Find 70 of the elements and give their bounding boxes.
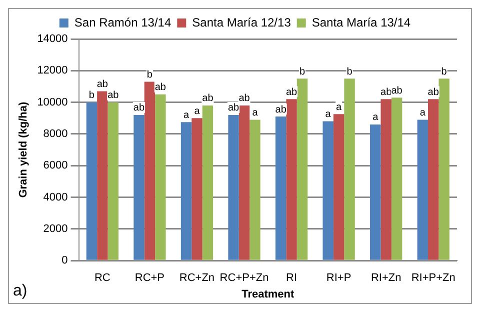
y-tick-label: 2000 bbox=[43, 222, 68, 235]
data-label: b bbox=[88, 90, 95, 102]
bar bbox=[344, 78, 355, 260]
data-label: a bbox=[183, 110, 190, 121]
bar bbox=[370, 124, 381, 260]
x-axis-title: Treatment bbox=[242, 288, 295, 300]
bar bbox=[333, 114, 344, 260]
data-label: ab bbox=[286, 86, 298, 98]
y-tick-label: 12000 bbox=[37, 64, 68, 77]
bar bbox=[144, 82, 156, 260]
data-label: ab bbox=[391, 85, 403, 96]
bar bbox=[428, 99, 439, 260]
y-tick-label: 0 bbox=[62, 254, 68, 267]
bar bbox=[134, 114, 144, 260]
y-tick-label: 14000 bbox=[37, 33, 68, 46]
data-label: a bbox=[252, 107, 258, 118]
data-label: b bbox=[441, 66, 448, 78]
data-label: ab bbox=[275, 104, 287, 116]
bar bbox=[238, 105, 250, 260]
y-tick-label: 8000 bbox=[43, 128, 68, 140]
data-label: a bbox=[325, 109, 332, 120]
data-label: b bbox=[299, 66, 306, 78]
bar bbox=[391, 98, 402, 260]
bar bbox=[296, 78, 308, 260]
bar bbox=[180, 122, 192, 260]
bar bbox=[192, 118, 202, 260]
x-tick-label: RI+P bbox=[326, 272, 352, 284]
bar bbox=[275, 116, 286, 260]
data-label: b bbox=[346, 66, 353, 78]
bar bbox=[286, 99, 297, 260]
bar bbox=[250, 120, 260, 260]
bar bbox=[97, 91, 108, 260]
data-label: ab bbox=[108, 90, 120, 102]
text: a) bbox=[13, 282, 28, 300]
data-label: ab bbox=[228, 102, 240, 114]
x-tick-label: RI+P+Zn bbox=[411, 272, 456, 284]
legend-label: Santa María 12/13 bbox=[192, 15, 292, 30]
data-label: a bbox=[372, 112, 379, 124]
bar bbox=[108, 102, 118, 260]
bar bbox=[380, 99, 392, 260]
x-tick-label: RI bbox=[286, 272, 298, 284]
bar bbox=[155, 94, 166, 260]
data-label: ab bbox=[238, 93, 250, 104]
data-label: ab bbox=[154, 82, 166, 94]
data-label: b bbox=[146, 69, 153, 80]
legend-label: Santa María 13/14 bbox=[312, 15, 411, 30]
y-tick-label: 6000 bbox=[43, 160, 68, 172]
x-tick-label: RC bbox=[94, 272, 110, 284]
x-tick-label: RC+Zn bbox=[179, 272, 215, 284]
data-label: ab bbox=[202, 93, 214, 104]
bar bbox=[228, 114, 239, 260]
bar bbox=[438, 78, 450, 260]
data-label: a bbox=[194, 106, 200, 117]
x-tick-label: RC+P+Zn bbox=[220, 272, 269, 284]
bar bbox=[322, 121, 334, 260]
x-tick-label: RC+P bbox=[134, 272, 165, 284]
bar bbox=[417, 120, 428, 260]
bar bbox=[202, 105, 214, 260]
data-label: ab bbox=[133, 102, 145, 114]
data-label: a bbox=[336, 102, 342, 113]
data-label: ab bbox=[428, 86, 440, 98]
y-axis-title: Grain yield (kg/ha) bbox=[18, 101, 30, 198]
data-label: ab bbox=[96, 78, 108, 90]
x-tick-label: RI+Zn bbox=[370, 272, 402, 284]
data-label: a bbox=[420, 107, 426, 118]
bar bbox=[86, 102, 98, 260]
y-tick-label: 4000 bbox=[43, 191, 68, 204]
data-label: ab bbox=[380, 86, 392, 98]
y-tick-label: 10000 bbox=[37, 96, 68, 108]
legend-label: San Ramón 13/14 bbox=[74, 15, 172, 30]
